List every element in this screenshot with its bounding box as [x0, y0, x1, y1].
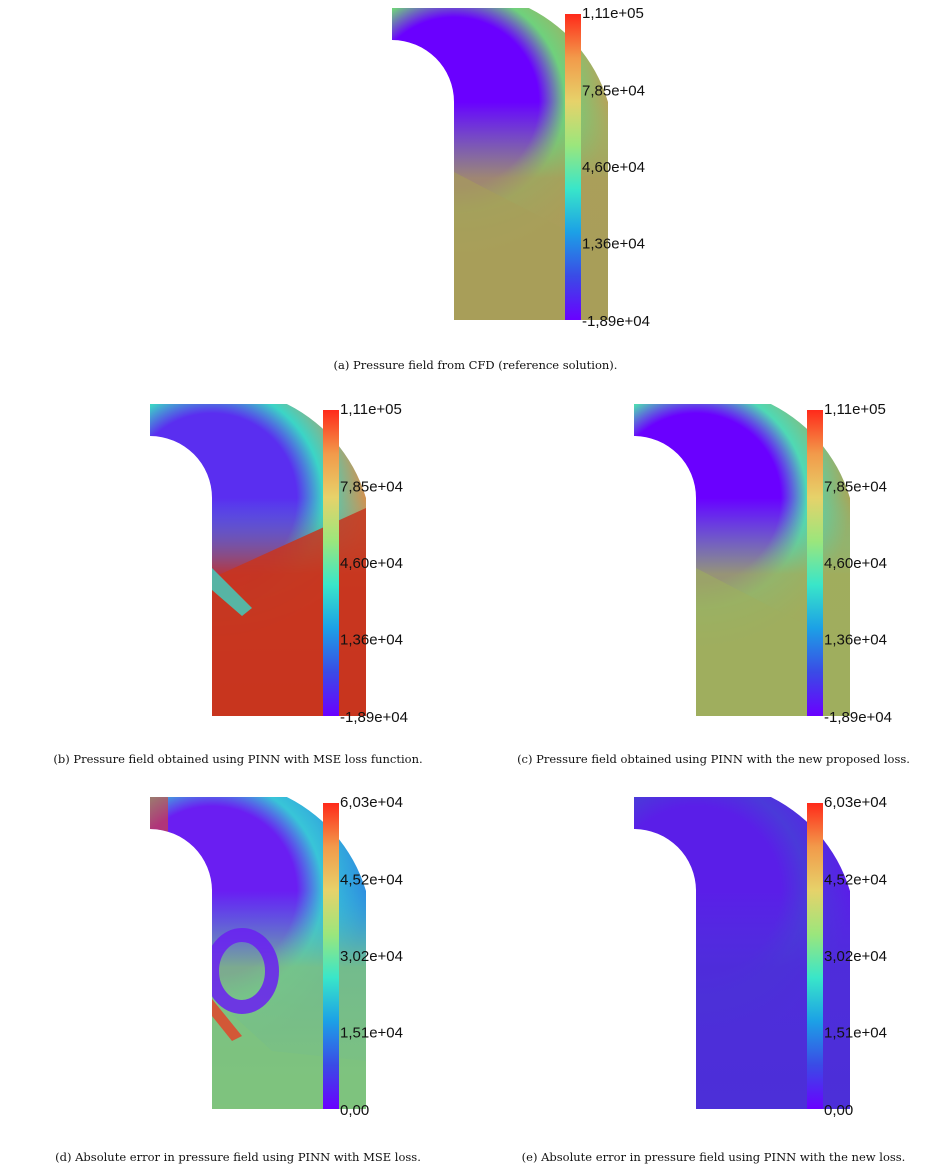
colorbar — [565, 14, 581, 320]
colorbar-tick-label: 4,52e+04 — [824, 872, 887, 889]
colorbar-tick-label: 1,36e+04 — [582, 236, 645, 253]
panel-d: 6,03e+04 4,52e+04 3,02e+04 1,51e+04 0,00 — [150, 794, 450, 1127]
field-plot-e: 6,03e+04 4,52e+04 3,02e+04 1,51e+04 0,00 — [634, 794, 887, 1119]
panel-c: 1,11e+05 7,85e+04 4,60e+04 1,36e+04 -1,89e+0… — [634, 401, 934, 734]
colorbar-tick-label: 6,03e+04 — [340, 794, 403, 811]
colorbar-tick-label: 3,02e+04 — [824, 948, 887, 965]
colorbar-tick-label: 1,36e+04 — [824, 632, 887, 649]
caption-d: (d) Absolute error in pressure field usi… — [55, 1150, 421, 1164]
colorbar-tick-label: 3,02e+04 — [340, 948, 403, 965]
colorbar-tick-label: 4,60e+04 — [824, 555, 887, 572]
colorbar — [807, 410, 823, 716]
field-plot-c: 1,11e+05 7,85e+04 4,60e+04 1,36e+04 -1,89e+0… — [634, 401, 892, 726]
colorbar-tick-label: 1,51e+04 — [340, 1025, 403, 1042]
colorbar-tick-label: 1,11e+05 — [340, 401, 402, 418]
field-plot-a: 1,11e+05 7,85e+04 4,60e+04 1,36e+04 -1,89e+0… — [392, 5, 650, 330]
colorbar-tick-label: 7,85e+04 — [340, 479, 403, 496]
field-plot-b: 1,11e+05 7,85e+04 4,60e+04 1,36e+04 -1,89e+0… — [150, 401, 408, 726]
colorbar — [807, 803, 823, 1109]
colorbar-tick-label: 1,11e+05 — [582, 5, 644, 22]
colorbar-tick-label: 4,60e+04 — [582, 159, 645, 176]
colorbar-tick-label: 4,60e+04 — [340, 555, 403, 572]
colorbar-tick-label: 4,52e+04 — [340, 872, 403, 889]
colorbar-tick-label: 7,85e+04 — [582, 83, 645, 100]
panel-e: 6,03e+04 4,52e+04 3,02e+04 1,51e+04 0,00 — [634, 794, 934, 1127]
colorbar-tick-label: 1,11e+05 — [824, 401, 886, 418]
caption-c: (c) Pressure field obtained using PINN w… — [517, 752, 910, 766]
caption-a: (a) Pressure field from CFD (reference s… — [333, 358, 618, 372]
panel-a: 1,11e+05 7,85e+04 4,60e+04 1,36e+04 -1,89e+0… — [392, 5, 692, 338]
caption-e: (e) Absolute error in pressure field usi… — [521, 1150, 906, 1164]
colorbar-tick-label: -1,89e+04 — [340, 709, 408, 726]
colorbar-tick-label: 1,51e+04 — [824, 1025, 887, 1042]
field-plot-d: 6,03e+04 4,52e+04 3,02e+04 1,51e+04 0,00 — [150, 794, 403, 1119]
colorbar-tick-label: 0,00 — [824, 1102, 853, 1119]
colorbar-tick-label: 6,03e+04 — [824, 794, 887, 811]
colorbar-tick-label: 7,85e+04 — [824, 479, 887, 496]
colorbar-tick-label: 0,00 — [340, 1102, 369, 1119]
colorbar — [323, 803, 339, 1109]
colorbar-tick-label: -1,89e+04 — [582, 313, 650, 330]
colorbar — [323, 410, 339, 716]
colorbar-tick-label: -1,89e+04 — [824, 709, 892, 726]
caption-b: (b) Pressure field obtained using PINN w… — [53, 752, 423, 766]
colorbar-tick-label: 1,36e+04 — [340, 632, 403, 649]
panel-b: 1,11e+05 7,85e+04 4,60e+04 1,36e+04 -1,89e+0… — [150, 401, 450, 734]
